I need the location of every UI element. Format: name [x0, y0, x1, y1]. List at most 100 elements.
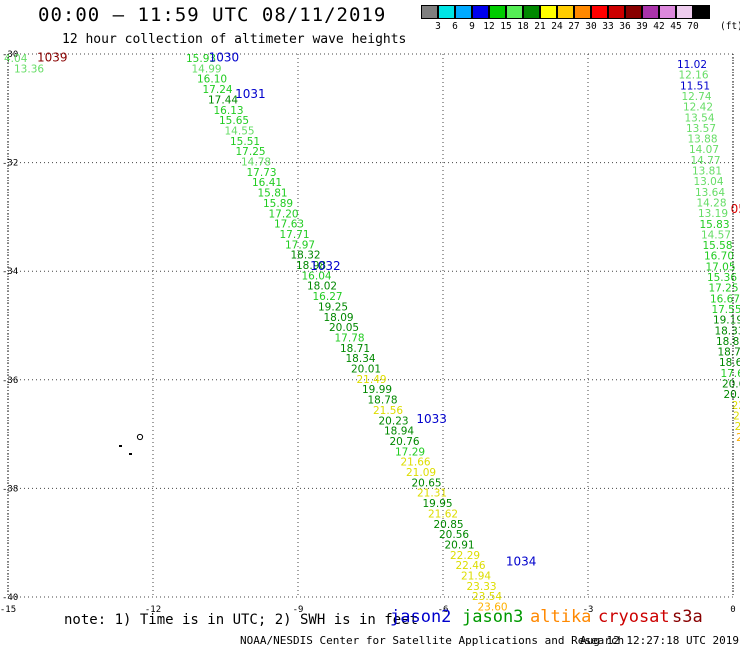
- track-reading-east: 18.72: [717, 347, 740, 359]
- latitude-label: -32: [2, 159, 18, 169]
- color-scale-tick-label: 36: [619, 21, 631, 32]
- track-reading-main: 21.66: [401, 457, 431, 469]
- track-reading-main: 17.73: [247, 167, 277, 179]
- color-scale-swatch: [608, 5, 625, 19]
- color-scale-tick-label: 24: [551, 21, 563, 32]
- track-reading-main: 17.71: [280, 229, 310, 241]
- track-reading-east: 12.74: [681, 91, 711, 103]
- track-reading-main: 17.20: [269, 208, 299, 220]
- track-reading-main: 18.94: [384, 426, 414, 438]
- time-tag: 1039: [37, 50, 68, 64]
- color-scale-swatch: [591, 5, 608, 19]
- longitude-label: -12: [145, 605, 161, 615]
- track-reading-main: 20.23: [379, 415, 409, 427]
- color-scale-unit: (ft): [720, 21, 740, 32]
- color-scale-tick-label: 9: [469, 21, 475, 32]
- track-reading-east: 13.19: [698, 208, 728, 220]
- track-reading-main: 15.81: [258, 188, 288, 200]
- longitude-label: -15: [0, 605, 16, 615]
- track-reading-main: 14.78: [241, 157, 271, 169]
- track-reading-east: 14.77: [690, 155, 720, 167]
- track-reading-main: 19.99: [362, 384, 392, 396]
- footnote: note: 1) Time is in UTC; 2) SWH is in fe…: [64, 612, 419, 628]
- color-scale-swatch: [489, 5, 506, 19]
- track-reading-main: 21.09: [406, 467, 436, 479]
- track-reading-east: 14.07: [689, 144, 719, 156]
- color-scale-tick-label: 21: [534, 21, 546, 32]
- track-reading-main: 15.93: [186, 53, 216, 65]
- track-reading-main: 14.55: [225, 125, 255, 137]
- track-reading-east: 17.66: [720, 368, 740, 380]
- legend-satellite-s3a: s3a: [672, 607, 703, 627]
- time-tag: 1031: [235, 87, 266, 101]
- time-tag: 1032: [310, 259, 341, 273]
- track-reading-east: 11.51: [680, 80, 710, 92]
- track-reading-main: 16.27: [313, 291, 343, 303]
- color-scale-tick-label: 6: [452, 21, 458, 32]
- track-reading-east: 19.19: [713, 315, 740, 327]
- track-reading-east: 15.58: [702, 240, 732, 252]
- track-reading-east: 24.0: [736, 432, 740, 444]
- track-reading-main: 23.54: [472, 591, 502, 603]
- track-reading-main: 15.89: [263, 198, 293, 210]
- footer-timestamp: Aug 12 12:27:18 UTC 2019: [580, 634, 739, 647]
- track-reading-east: 22.7: [732, 400, 740, 412]
- color-scale-tick-label: 33: [602, 21, 614, 32]
- track-reading-main: 20.56: [439, 529, 469, 541]
- track-reading-main: 20.76: [390, 436, 420, 448]
- color-scale-swatch: [625, 5, 642, 19]
- track-reading-main: 21.62: [428, 508, 458, 520]
- track-reading-east: 18.33: [714, 325, 740, 337]
- legend-satellite-jason3: jason3: [462, 607, 524, 627]
- color-scale-tick-label: 18: [517, 21, 529, 32]
- track-reading-main: 20.85: [434, 519, 464, 531]
- track-reading-east: 12.16: [678, 70, 708, 82]
- track-reading-east: 13.54: [684, 112, 714, 124]
- longitude-label: -3: [583, 605, 594, 615]
- track-reading-main: 14.99: [192, 63, 222, 75]
- track-reading-main: 20.01: [351, 364, 381, 376]
- track-reading-main: 18.09: [324, 312, 354, 324]
- track-reading-main: 21.94: [461, 571, 491, 583]
- longitude-label: 0: [730, 605, 735, 615]
- color-scale-swatch: [574, 5, 591, 19]
- longitude-label: -9: [293, 605, 304, 615]
- latitude-label: -40: [2, 593, 18, 603]
- color-scale-swatch: [455, 5, 472, 19]
- track-reading-east: 20.63: [722, 379, 740, 391]
- track-reading-east: 13.88: [687, 134, 717, 146]
- track-reading-main: 18.32: [291, 250, 321, 262]
- track-reading-main: 18.98: [296, 260, 326, 272]
- track-reading-main: 17.78: [335, 332, 365, 344]
- color-scale-swatch: [557, 5, 574, 19]
- track-reading-east: 18.62: [719, 357, 740, 369]
- color-scale-tick-label: 3: [435, 21, 441, 32]
- color-scale-swatch: [659, 5, 676, 19]
- track-reading-main: 20.05: [329, 322, 359, 334]
- track-reading-main: 20.91: [445, 539, 475, 551]
- color-scale-swatch: [693, 5, 710, 19]
- color-scale-bar: [421, 5, 710, 21]
- color-scale-swatch: [540, 5, 557, 19]
- track-reading-east: 13.04: [693, 176, 723, 188]
- time-tag: 1030: [209, 50, 240, 64]
- time-tag: 1034: [506, 555, 537, 569]
- track-reading-east: 22.7: [733, 410, 740, 422]
- latitude-label: -38: [2, 484, 18, 494]
- track-reading-east: 16.70: [704, 251, 734, 263]
- track-reading-east: 16.67: [710, 293, 740, 305]
- legend-satellite-cryosat: cryosat: [598, 607, 670, 627]
- track-reading-east: 12.42: [683, 102, 713, 114]
- track-reading-east: 11.02: [677, 59, 707, 71]
- color-scale-tick-label: 45: [670, 21, 682, 32]
- track-reading-main: 17.44: [208, 94, 238, 106]
- track-reading-main: 18.02: [307, 281, 337, 293]
- track-reading-main: 23.33: [467, 581, 497, 593]
- track-reading-east: 13.64: [695, 187, 725, 199]
- island-marker: [129, 453, 132, 455]
- track-reading-main: 16.13: [214, 105, 244, 117]
- map-subtitle: 12 hour collection of altimeter wave hei…: [62, 32, 407, 47]
- track-reading-east: 15.83: [699, 219, 729, 231]
- track-reading-main: 17.29: [395, 446, 425, 458]
